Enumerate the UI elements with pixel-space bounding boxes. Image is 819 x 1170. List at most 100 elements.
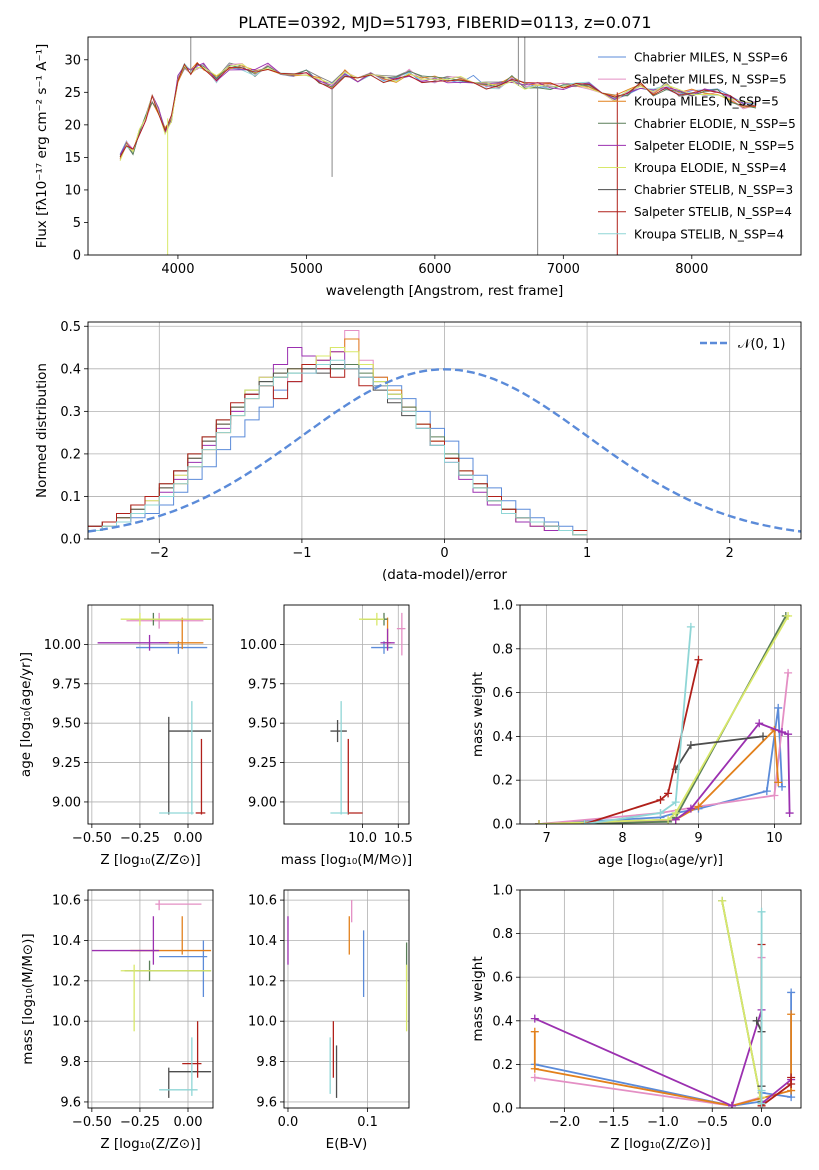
x-tick-label: 8000 [675, 262, 708, 277]
weight-marker [784, 668, 793, 677]
axes-frame [87, 321, 802, 540]
y-tick-label: 10.4 [52, 934, 81, 949]
weight-marker [694, 655, 703, 664]
panel-ebv_mass: 0.0 0.1 9.6 9.8 10.0 10.2 10.4 10.6 E(B-V) [248, 889, 410, 1152]
y-tick-label: 10.0 [52, 1015, 81, 1030]
y-tick-label: 0.0 [492, 1102, 513, 1117]
y-axis-label: mass [log₁₀(M/M⊙)] [20, 933, 36, 1064]
plot-area-z_age [97, 612, 212, 815]
plot-area-residuals [88, 330, 801, 536]
plot-area-z_mass [91, 900, 212, 1098]
errorbar-point [359, 612, 384, 626]
panel-residuals: −2 −1 0 1 2 0.0 0.1 0.2 0.3 0.4 0.5 (data-model)/er… [34, 320, 802, 583]
weight-marker [664, 815, 673, 824]
weight-line-7 [584, 659, 700, 824]
y-tick-label: 9.6 [60, 1095, 81, 1110]
y-axis-label: Normed distribution [34, 363, 50, 498]
weight-marker [752, 1016, 761, 1025]
x-tick-label: −0.5 [696, 1115, 728, 1130]
axes-frame [519, 604, 802, 825]
y-tick-label: 9.50 [248, 717, 277, 732]
y-axis-label: mass weight [470, 956, 486, 1041]
x-tick-label: 0.0 [278, 1115, 299, 1130]
y-tick-label: 5 [73, 216, 81, 231]
x-tick-label: 6000 [418, 262, 451, 277]
y-tick-label: 0.4 [60, 362, 81, 377]
x-tick-label: −2 [150, 546, 169, 561]
errorbar-point [126, 612, 204, 629]
spectrum-line-4 [119, 62, 757, 156]
x-tick-label: 8 [618, 831, 626, 846]
y-tick-label: 10 [64, 183, 81, 198]
y-tick-label: 0.8 [492, 642, 513, 657]
plot-area-z_weight [530, 896, 796, 1108]
y-tick-label: 9.00 [248, 795, 277, 810]
y-tick-label: 9.8 [60, 1055, 81, 1070]
y-tick-label: 0.2 [492, 774, 513, 789]
x-tick-label: 0 [440, 546, 448, 561]
panel-age_weight: 7 8 9 10 0.0 0.2 0.4 0.6 0.8 1.0 age [log₁₀(age/yr… [470, 599, 802, 868]
x-tick-label: 4000 [161, 262, 194, 277]
y-tick-label: 9.6 [256, 1095, 277, 1110]
weight-line-6 [674, 735, 764, 770]
y-tick-label: 9.75 [248, 677, 277, 692]
weight-line-1 [538, 672, 789, 824]
weight-marker [686, 622, 695, 631]
weight-marker [671, 809, 680, 818]
errorbar-point [330, 720, 347, 743]
axes-frame [87, 604, 214, 825]
axes-frame [283, 889, 410, 1109]
legend-label: Chabrier ELODIE, N_SSP=5 [634, 117, 796, 131]
x-tick-label: 10.0 [348, 831, 377, 846]
weight-line-0 [538, 707, 783, 824]
y-tick-label: 30 [64, 53, 81, 68]
panel-z_mass: −0.50 −0.25 0.00 9.6 9.8 10.0 10.2 10.4 10.6 Z [l… [20, 889, 214, 1152]
x-axis-label: E(B-V) [326, 1136, 368, 1152]
x-tick-label: 0.0 [751, 1115, 772, 1130]
plot-area-age_weight [534, 611, 794, 824]
weight-marker [784, 611, 793, 620]
x-tick-label: 2 [726, 546, 734, 561]
weight-line-8 [584, 626, 692, 824]
y-tick-label: 0.6 [492, 971, 513, 986]
weight-marker [580, 820, 589, 824]
y-tick-label: 0 [73, 249, 81, 264]
weight-marker [784, 730, 793, 739]
legend-label: Salpeter MILES, N_SSP=5 [634, 73, 787, 87]
x-axis-label: (data-model)/error [382, 567, 508, 583]
weight-marker [785, 809, 794, 818]
weight-marker [755, 719, 764, 728]
errorbar-point [396, 612, 406, 656]
x-tick-label: 0.1 [357, 1115, 378, 1130]
axes-frame [87, 889, 214, 1109]
y-tick-label: 0.2 [492, 1058, 513, 1073]
y-tick-label: 0.5 [60, 320, 81, 335]
weight-line-3 [538, 615, 787, 824]
x-tick-label: −2.0 [549, 1115, 581, 1130]
histogram-8 [88, 359, 588, 536]
y-tick-label: 10.0 [248, 1015, 277, 1030]
x-tick-label: −1.0 [647, 1115, 679, 1130]
x-axis-label: age [log₁₀(age/yr)] [598, 852, 723, 868]
x-tick-label: 9 [694, 831, 702, 846]
x-tick-label: −0.25 [120, 831, 160, 846]
weight-marker [762, 787, 771, 796]
y-tick-label: 0.1 [60, 490, 81, 505]
weight-marker [530, 1027, 539, 1036]
legend-label: Salpeter STELIB, N_SSP=4 [634, 205, 792, 219]
weight-marker [530, 1073, 539, 1082]
x-tick-label: 7000 [547, 262, 580, 277]
x-axis-label: mass [log₁₀(M/M⊙)] [281, 852, 412, 868]
y-tick-label: 10.6 [248, 894, 277, 909]
x-tick-label: 5000 [290, 262, 323, 277]
x-tick-label: 0.00 [174, 831, 203, 846]
gaussian-curve [88, 368, 801, 533]
y-tick-label: 0.2 [60, 447, 81, 462]
weight-marker [671, 798, 680, 807]
legend-label: Kroupa ELODIE, N_SSP=4 [634, 161, 787, 175]
axes-frame [283, 604, 410, 825]
histogram-6 [88, 364, 588, 531]
y-tick-label: 10.2 [248, 974, 277, 989]
weight-marker [787, 1073, 796, 1082]
